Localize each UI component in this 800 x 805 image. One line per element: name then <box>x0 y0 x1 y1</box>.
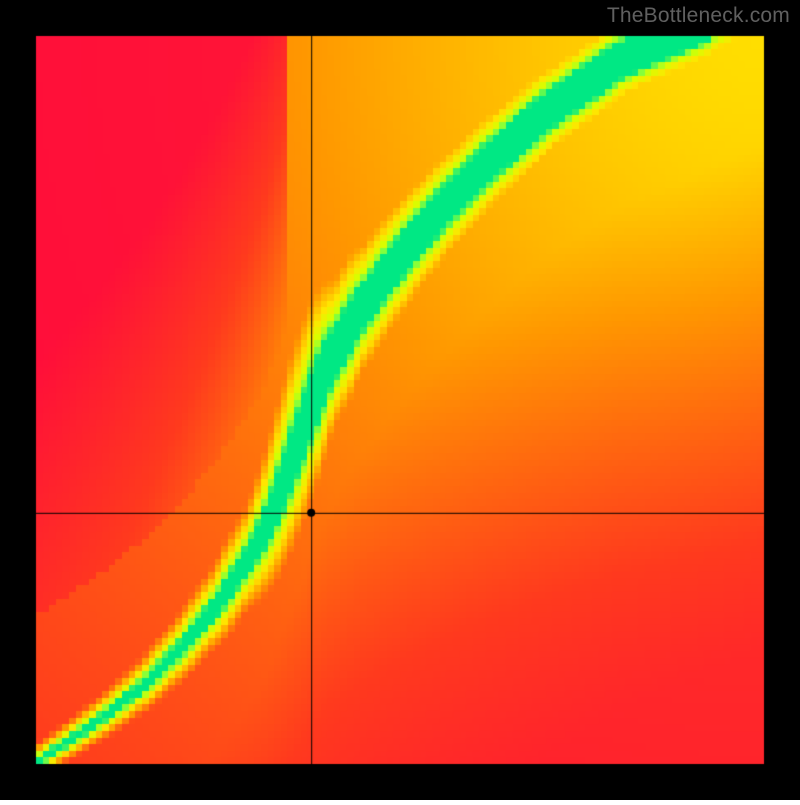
watermark-text: TheBottleneck.com <box>607 4 790 28</box>
bottleneck-heatmap <box>0 0 800 800</box>
heatmap-canvas <box>0 0 800 800</box>
